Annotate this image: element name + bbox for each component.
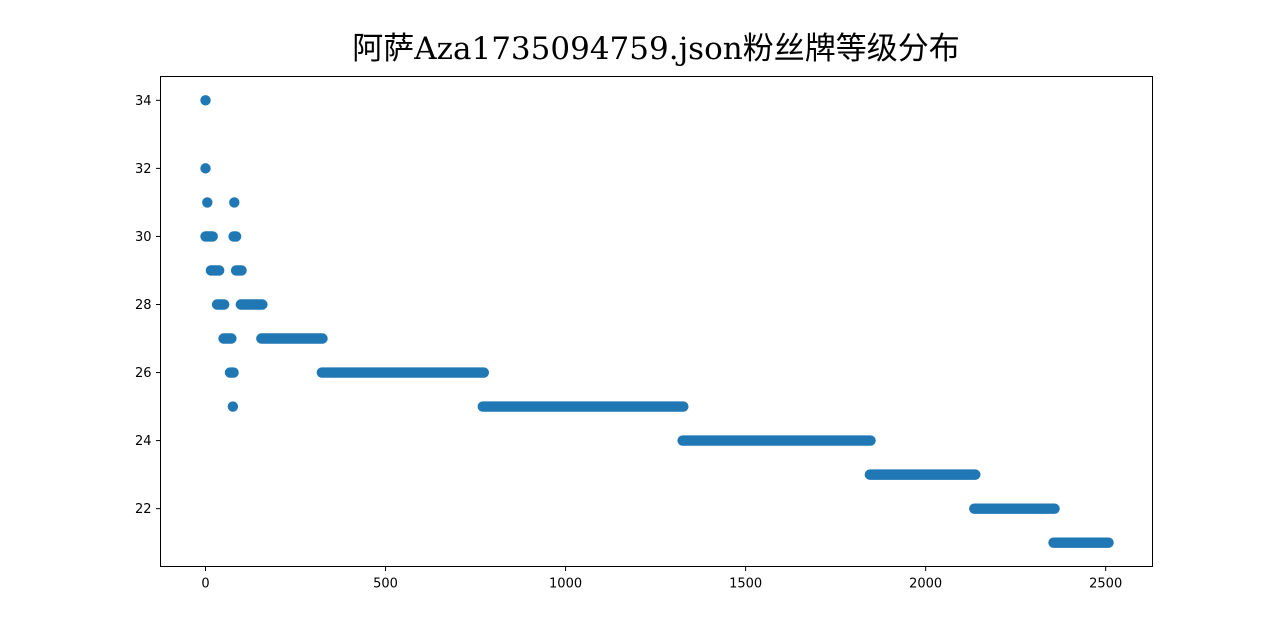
x-axis: 0 500 1000 1500 2000 2500	[201, 566, 1122, 592]
y-axis: 22 24 26 28 30 32 34	[135, 94, 161, 517]
scatter-points-level-26-group-12	[224, 367, 239, 378]
scatter-points-level-29-group-7	[230, 265, 247, 276]
x-tick-label: 2000	[909, 577, 942, 592]
scatter-points-level-21-group-19	[1048, 537, 1114, 548]
y-tick-label: 28	[135, 298, 152, 313]
plot-frame	[160, 76, 1153, 567]
y-tick-label: 30	[135, 230, 152, 245]
y-tick-label: 24	[135, 434, 152, 449]
scatter-points-level-25-group-14	[227, 401, 239, 412]
scatter-points-level-25-group-15	[477, 401, 689, 412]
y-tick-label: 32	[135, 162, 152, 177]
x-tick-label: 2500	[1089, 577, 1122, 592]
scatter-points-level-28-group-9	[235, 299, 268, 310]
scatter-points-level-34-group-0	[200, 95, 211, 106]
chart-title: 阿萨Aza1735094759.json粉丝牌等级分布	[352, 31, 960, 67]
scatter-points-level-22-group-18	[969, 503, 1060, 514]
scatter-points-level-29-group-6	[205, 265, 225, 276]
scatter-points-level-23-group-17	[864, 469, 981, 480]
scatter-points-level-28-group-8	[211, 299, 230, 310]
scatter-points-level-24-group-16	[677, 435, 876, 446]
scatter-points-level-32-group-1	[200, 163, 211, 174]
scatter-points-level-27-group-10	[218, 333, 237, 344]
scatter-points-level-27-group-11	[256, 333, 328, 344]
x-tick-label: 1000	[549, 577, 582, 592]
scatter-points-level-30-group-4	[200, 231, 218, 242]
y-tick-label: 26	[135, 366, 152, 381]
x-tick-label: 1500	[729, 577, 762, 592]
scatter-points-level-30-group-5	[228, 231, 242, 242]
scatter-points-level-31-group-2	[202, 197, 213, 208]
x-tick-label: 0	[201, 577, 209, 592]
y-tick-label: 22	[135, 502, 152, 517]
scatter-points-level-26-group-13	[316, 367, 490, 378]
x-tick-label: 500	[373, 577, 398, 592]
y-tick-label: 34	[135, 94, 152, 109]
scatter-points-level-31-group-3	[229, 197, 240, 208]
marks-layer	[200, 95, 1114, 548]
